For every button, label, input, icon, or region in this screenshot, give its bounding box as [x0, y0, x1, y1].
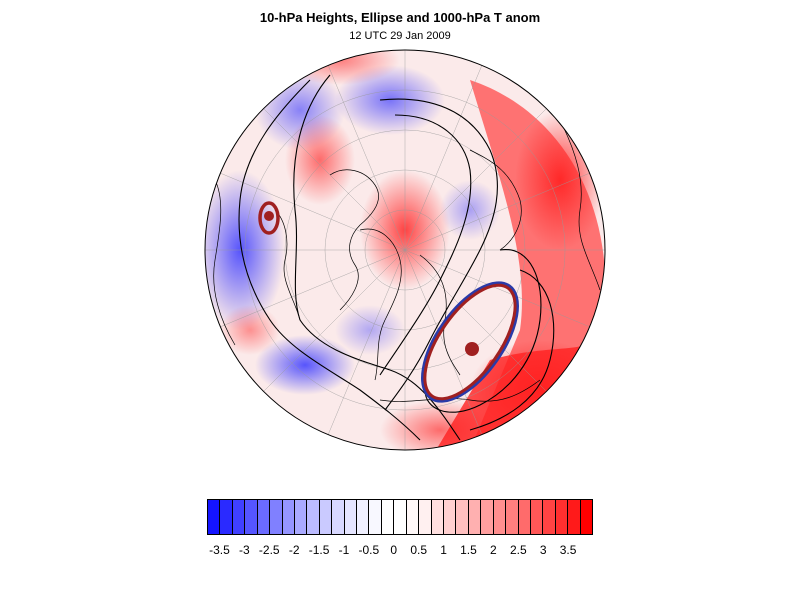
colorbar-tick-label: 2.5 — [509, 543, 527, 557]
colorbar-tick-label: -0.5 — [358, 543, 380, 557]
colorbar-tick-label: 0 — [390, 543, 398, 557]
colorbar-swatch — [530, 500, 544, 534]
colorbar-swatch — [543, 500, 556, 534]
colorbar-swatch — [431, 500, 445, 534]
colorbar-tick-label: 1.5 — [460, 543, 477, 557]
colorbar-labels: -3.5 -3 -2.5 -2 -1.5 -1 -0.5 0 0.5 1 1.5 2 2.5 3 3.5 — [0, 543, 800, 559]
colorbar-swatch — [468, 500, 482, 534]
colorbar-swatch — [394, 500, 407, 534]
colorbar-tick-label: -3.5 — [209, 543, 230, 557]
colorbar-swatch — [493, 500, 507, 534]
chart-subtitle: 12 UTC 29 Jan 2009 — [349, 30, 451, 42]
colorbar-swatch — [406, 500, 420, 534]
colorbar-swatch — [444, 500, 457, 534]
colorbar-swatch — [282, 500, 295, 534]
colorbar-swatch — [232, 500, 246, 534]
colorbar-swatch — [580, 500, 593, 534]
colorbar-tick-label: -2 — [288, 543, 300, 557]
colorbar-swatch — [506, 500, 519, 534]
colorbar-swatch — [332, 500, 345, 534]
colorbar-tick-label: 0.5 — [410, 543, 428, 557]
colorbar-swatch — [245, 500, 258, 534]
colorbar-tick-label: 3.5 — [559, 543, 577, 557]
globe-outline — [204, 49, 606, 451]
colorbar-swatch — [568, 500, 581, 534]
colorbar-swatch — [481, 500, 494, 534]
colorbar-swatch — [419, 500, 432, 534]
colorbar-tick-label: -3 — [239, 543, 250, 557]
colorbar-swatch — [307, 500, 320, 534]
colorbar-swatch — [456, 500, 469, 534]
colorbar-swatch — [518, 500, 531, 534]
vortex-ellipses — [258, 201, 519, 403]
colorbar-swatch — [257, 500, 271, 534]
colorbar-swatch — [294, 500, 308, 534]
graticule — [205, 50, 605, 450]
height-contours — [238, 74, 555, 441]
colorbar-swatch — [344, 500, 358, 534]
chart-title: 10-hPa Heights, Ellipse and 1000-hPa T a… — [259, 10, 541, 25]
colorbar-swatch — [381, 500, 395, 534]
colorbar-swatch — [357, 500, 370, 534]
colorbar-swatch — [319, 500, 333, 534]
colorbar-swatch — [270, 500, 283, 534]
colorbar-tick-label: 3 — [539, 543, 547, 557]
colorbar-swatch — [220, 500, 233, 534]
temperature-anomaly-field — [205, 50, 605, 450]
colorbar-tick-label: 2 — [490, 543, 497, 557]
colorbar-tick-label: 1 — [440, 543, 447, 557]
colorbar-swatch — [555, 500, 569, 534]
colorbar-swatch — [369, 500, 382, 534]
colorbar-tick-label: -2.5 — [258, 543, 280, 557]
colorbar-tick-label: -1.5 — [308, 543, 330, 557]
colorbar — [207, 499, 593, 535]
colorbar-swatch — [208, 500, 221, 534]
colorbar-tick-label: -1 — [338, 543, 350, 557]
